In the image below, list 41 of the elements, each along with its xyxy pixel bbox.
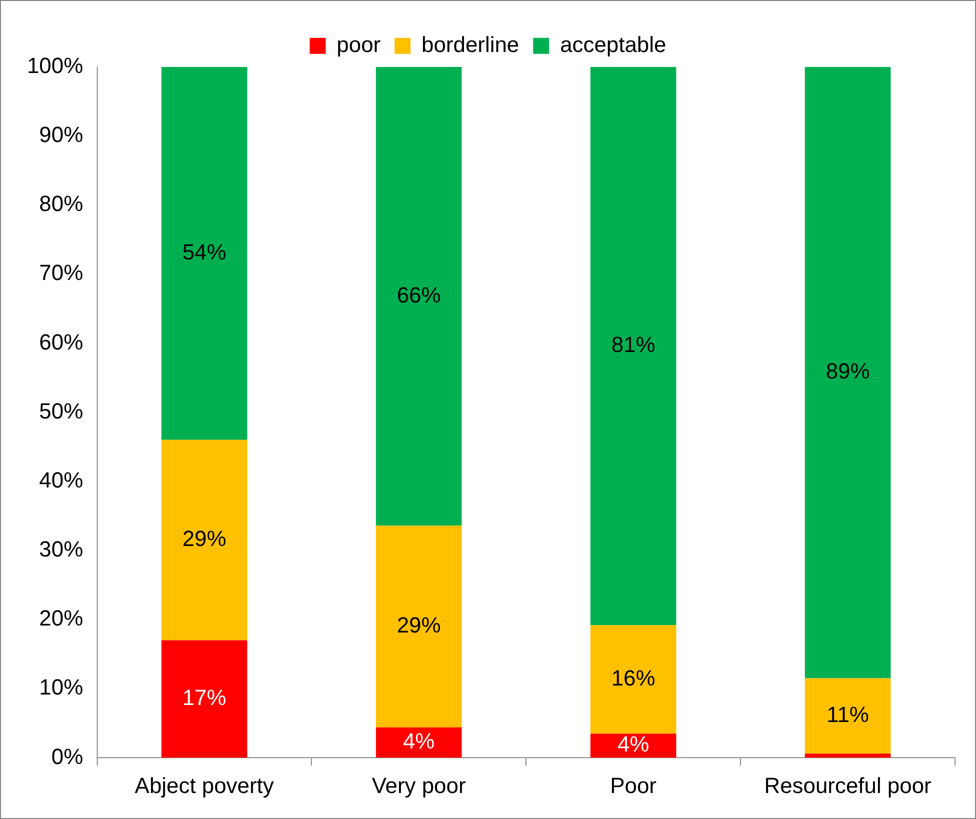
data-label: 17% (182, 685, 226, 710)
y-tick-label: 40% (39, 467, 84, 492)
bar (376, 526, 462, 728)
data-label: 4% (402, 728, 435, 754)
legend-label: borderline (422, 32, 520, 57)
y-tick-label: 30% (39, 536, 84, 562)
y-tick-label: 100% (26, 52, 84, 78)
data-label: 89% (826, 358, 870, 384)
bar (376, 66, 462, 526)
bar (804, 678, 891, 754)
bar (376, 727, 462, 758)
bar (590, 625, 676, 734)
data-label: 4% (617, 732, 650, 757)
y-tick-label: 60% (39, 329, 84, 354)
bar (590, 734, 676, 758)
x-tick-label: Very poor (372, 772, 466, 798)
y-tick-label: 80% (39, 191, 84, 216)
y-tick-label: 0% (51, 744, 84, 769)
bar (590, 66, 676, 626)
bar (161, 66, 248, 440)
y-tick-label: 50% (39, 398, 84, 424)
bar (804, 66, 891, 678)
y-tick-label: 90% (39, 122, 84, 147)
legend-label: acceptable (560, 32, 666, 57)
y-tick-label: 70% (39, 260, 84, 286)
data-label: 54% (182, 239, 226, 264)
data-label: 29% (182, 526, 226, 552)
data-label: 11% (826, 702, 869, 727)
y-tick-label: 10% (39, 674, 84, 700)
legend-label: poor (336, 32, 381, 57)
bar (161, 440, 248, 640)
y-tick-label: 20% (39, 606, 84, 631)
bar (804, 754, 891, 758)
x-tick-label: Poor (610, 772, 656, 798)
bar (161, 640, 248, 758)
data-label: 29% (396, 612, 441, 638)
x-tick-label: Abject poverty (134, 772, 274, 798)
data-label: 81% (611, 332, 656, 358)
x-tick-label: Resourceful poor (764, 772, 932, 798)
data-label: 16% (611, 665, 656, 690)
data-label: 66% (396, 282, 441, 308)
